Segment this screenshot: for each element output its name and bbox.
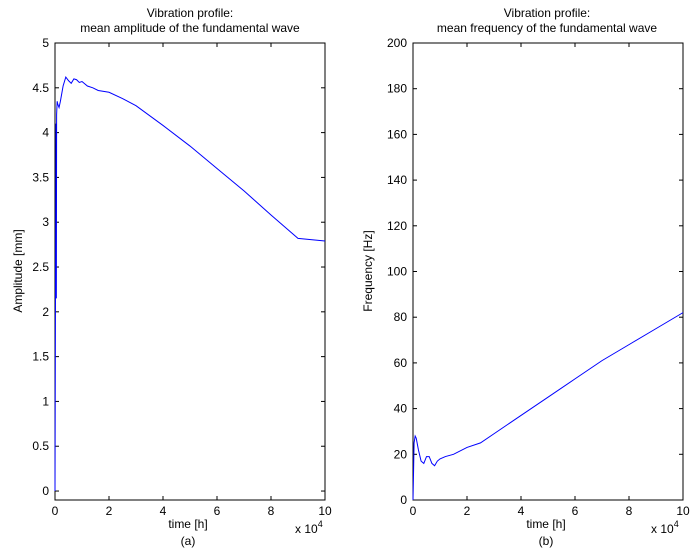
x-tick-label: 6 <box>214 504 221 518</box>
chart-b-ylabel: Frequency [Hz] <box>361 230 375 311</box>
chart-a-x-multiplier-base: x 10 <box>295 522 318 536</box>
y-tick-label: 0 <box>42 484 49 498</box>
y-tick-label: 80 <box>394 310 408 324</box>
chart-b-plot-area <box>412 42 684 501</box>
chart-a-subtitle: mean amplitude of the fundamental wave <box>80 21 300 35</box>
y-tick-label: 20 <box>394 447 408 461</box>
chart-a-y-ticks: 0 0.5 1 1.5 2 2.5 3 3.5 4 4.5 5 <box>32 36 325 498</box>
chart-panel-b: Vibration profile: mean frequency of the… <box>361 6 690 548</box>
chart-b-caption: (b) <box>539 534 554 548</box>
x-tick-label: 8 <box>268 504 275 518</box>
y-tick-label: 140 <box>387 173 407 187</box>
chart-panel-a: Vibration profile: mean amplitude of the… <box>11 6 332 548</box>
x-tick-label: 10 <box>318 504 332 518</box>
chart-a-series-line <box>54 75 326 492</box>
chart-b-subtitle: mean frequency of the fundamental wave <box>437 21 657 35</box>
x-tick-label: 4 <box>518 504 525 518</box>
y-tick-label: 1 <box>42 394 49 408</box>
chart-b-series-line <box>412 312 684 501</box>
y-tick-label: 0 <box>400 493 407 507</box>
x-tick-label: 2 <box>464 504 471 518</box>
chart-a-x-multiplier-exp: 4 <box>318 519 323 529</box>
y-tick-label: 40 <box>394 402 408 416</box>
chart-b-x-multiplier: x 104 <box>651 519 679 536</box>
chart-a-x-multiplier: x 104 <box>295 519 323 536</box>
y-tick-label: 2.5 <box>32 260 49 274</box>
chart-b-title: Vibration profile: <box>504 6 591 20</box>
chart-b-x-multiplier-base: x 10 <box>651 522 674 536</box>
chart-a-caption: (a) <box>181 534 196 548</box>
y-tick-label: 2 <box>42 305 49 319</box>
y-tick-label: 3 <box>42 215 49 229</box>
chart-a-x-ticks: 0 2 4 6 8 10 <box>52 43 332 518</box>
chart-b-xlabel: time [h] <box>526 517 565 531</box>
y-tick-label: 160 <box>387 127 407 141</box>
chart-a-plot-area <box>54 42 326 501</box>
y-tick-label: 120 <box>387 219 407 233</box>
x-tick-label: 6 <box>572 504 579 518</box>
y-tick-label: 0.5 <box>32 439 49 453</box>
y-tick-label: 1.5 <box>32 350 49 364</box>
x-tick-label: 2 <box>106 504 113 518</box>
y-tick-label: 180 <box>387 82 407 96</box>
chart-b-x-ticks: 0 2 4 6 8 10 <box>410 43 690 518</box>
chart-a-xlabel: time [h] <box>168 517 207 531</box>
y-tick-label: 200 <box>387 36 407 50</box>
y-tick-label: 4 <box>42 126 49 140</box>
y-tick-label: 100 <box>387 265 407 279</box>
chart-b-y-ticks: 0 20 40 60 80 100 120 140 160 180 200 <box>387 36 683 507</box>
x-tick-label: 4 <box>160 504 167 518</box>
chart-a-title: Vibration profile: <box>147 6 234 20</box>
y-tick-label: 3.5 <box>32 170 49 184</box>
x-tick-label: 0 <box>52 504 59 518</box>
chart-b-x-multiplier-exp: 4 <box>674 519 679 529</box>
x-tick-label: 8 <box>626 504 633 518</box>
chart-a-ylabel: Amplitude [mm] <box>11 229 25 312</box>
y-tick-label: 5 <box>42 36 49 50</box>
y-tick-label: 4.5 <box>32 81 49 95</box>
x-tick-label: 0 <box>410 504 417 518</box>
x-tick-label: 10 <box>676 504 690 518</box>
y-tick-label: 60 <box>394 356 408 370</box>
